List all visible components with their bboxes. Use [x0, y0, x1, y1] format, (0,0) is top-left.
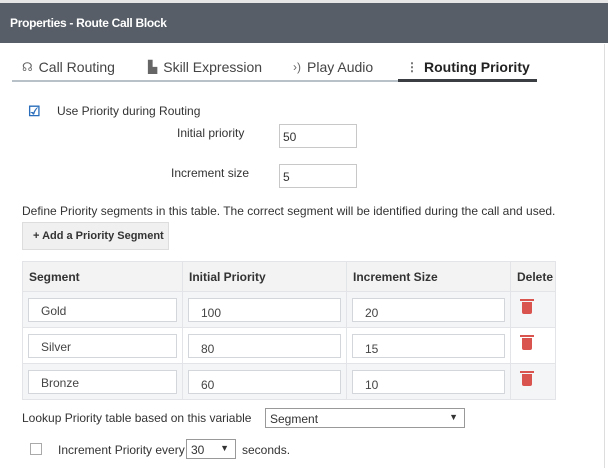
tab-label: Call Routing — [38, 59, 115, 75]
increment-interval-select[interactable]: 30 ▼ — [186, 439, 236, 459]
increment-every-label: Increment Priority every — [58, 443, 185, 457]
increment-size-cell-input[interactable]: 10 — [352, 369, 505, 394]
trash-icon[interactable] — [520, 371, 534, 386]
dropdown-arrow-icon: ▼ — [449, 412, 458, 422]
use-priority-checkbox[interactable]: ☑ — [28, 103, 41, 119]
dropdown-arrow-icon: ▼ — [220, 443, 229, 453]
tab-call-routing[interactable]: ☊ Call Routing — [22, 59, 115, 75]
trash-icon[interactable] — [520, 335, 534, 350]
top-strip — [0, 0, 608, 3]
table-row: Gold 100 20 — [22, 291, 556, 328]
segment-input[interactable]: Gold — [28, 297, 177, 322]
tab-skill-expression[interactable]: ▙ Skill Expression — [148, 59, 262, 75]
col-increment-size: Increment Size — [346, 261, 511, 292]
panel-header: Properties - Route Call Block — [0, 3, 608, 43]
kebab-icon: ⋮ — [406, 60, 418, 74]
audio-icon: ›) — [293, 60, 301, 74]
tab-label: Play Audio — [307, 59, 374, 75]
initial-priority-cell-input[interactable]: 80 — [188, 333, 341, 358]
initial-priority-cell-input[interactable]: 60 — [188, 369, 341, 394]
active-tab-indicator — [398, 79, 537, 82]
increment-every-checkbox[interactable] — [30, 443, 42, 455]
description-text: Define Priority segments in this table. … — [22, 204, 556, 218]
headset-icon: ☊ — [22, 60, 33, 74]
increment-size-input[interactable]: 5 — [279, 164, 357, 188]
tab-play-audio[interactable]: ›) Play Audio — [293, 59, 373, 75]
col-initial-priority: Initial Priority — [182, 261, 347, 292]
lookup-variable-select[interactable]: Segment ▼ — [265, 408, 465, 428]
segment-input[interactable]: Silver — [28, 333, 177, 358]
tab-underline — [12, 80, 398, 82]
add-priority-segment-button[interactable]: + Add a Priority Segment — [22, 222, 169, 250]
trash-icon[interactable] — [520, 299, 534, 314]
initial-priority-label: Initial priority — [177, 126, 245, 140]
tab-routing-priority[interactable]: ⋮ Routing Priority — [406, 59, 530, 75]
table-row: Bronze 60 10 — [22, 363, 556, 400]
right-border — [604, 44, 605, 468]
lookup-value: Segment — [270, 412, 319, 426]
initial-priority-input[interactable]: 50 — [279, 124, 357, 148]
increment-size-cell-input[interactable]: 15 — [352, 333, 505, 358]
segment-input[interactable]: Bronze — [28, 369, 177, 394]
initial-priority-cell-input[interactable]: 100 — [188, 297, 341, 322]
priority-table: Segment Initial Priority Increment Size … — [22, 261, 556, 400]
seconds-label: seconds. — [242, 443, 291, 457]
col-delete: Delete — [510, 261, 556, 292]
table-row: Silver 80 15 — [22, 327, 556, 364]
use-priority-label: Use Priority during Routing — [57, 104, 201, 118]
table-header-row: Segment Initial Priority Increment Size … — [22, 261, 556, 292]
increment-size-cell-input[interactable]: 20 — [352, 297, 505, 322]
tab-label: Routing Priority — [424, 59, 530, 75]
interval-value: 30 — [191, 443, 205, 457]
tab-label: Skill Expression — [163, 59, 263, 75]
col-segment: Segment — [22, 261, 183, 292]
skill-icon: ▙ — [148, 60, 158, 74]
lookup-label: Lookup Priority table based on this vari… — [22, 411, 252, 425]
increment-size-label: Increment size — [171, 166, 250, 180]
